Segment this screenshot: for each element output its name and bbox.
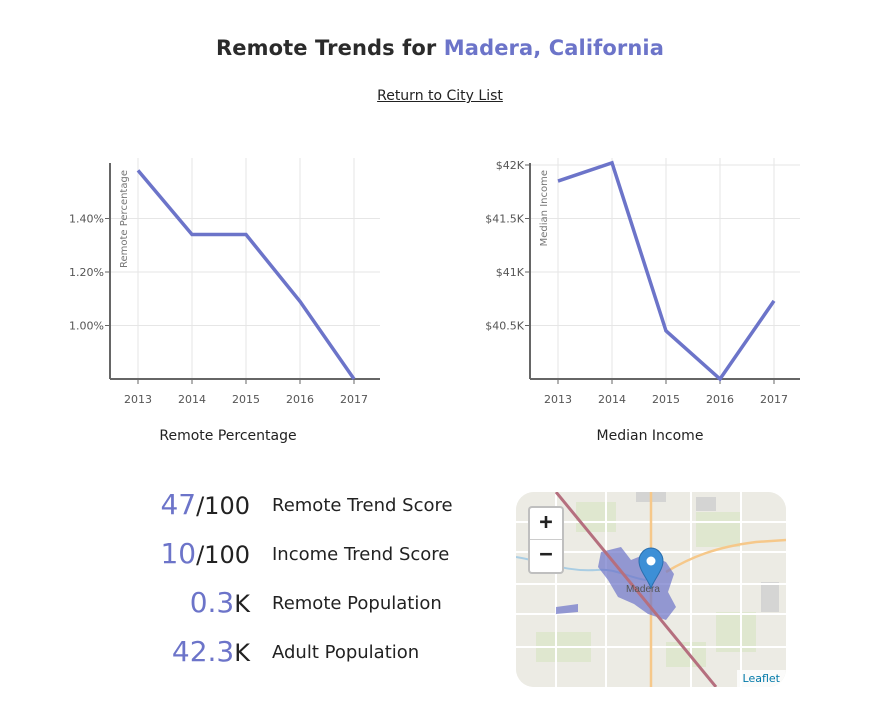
stat-suffix: K — [234, 590, 250, 618]
median-income-caption: Median Income — [596, 428, 704, 444]
stat-remote-population: 0.3K Remote Population — [140, 583, 480, 632]
remote-percentage-caption: Remote Percentage — [159, 428, 297, 444]
city-parcel — [556, 604, 578, 614]
stat-label: Adult Population — [272, 642, 420, 663]
y-tick-label: $40.5K — [485, 320, 524, 333]
return-to-city-list-link[interactable]: Return to City List — [377, 88, 503, 104]
highway-ne — [665, 538, 786, 574]
stat-remote-trend-score: 47/100 Remote Trend Score — [140, 485, 480, 534]
x-tick-label: 2016 — [706, 393, 734, 406]
location-marker-icon[interactable] — [638, 547, 664, 590]
stat-suffix: K — [234, 639, 250, 667]
page-title: Remote Trends for Madera, California — [0, 36, 880, 60]
y-axis-label: Median Income — [539, 170, 550, 246]
y-tick-label: $41.5K — [485, 213, 524, 226]
map-attribution-link[interactable]: Leaflet — [736, 670, 786, 687]
x-tick-label: 2013 — [124, 393, 152, 406]
x-tick-label: 2017 — [340, 393, 368, 406]
stat-label: Remote Trend Score — [272, 495, 453, 516]
stat-value: 47 — [160, 488, 197, 521]
remote-percentage-chart: 1.00% 1.20% 1.40% 2013 2014 2015 2016 2017 Remot… — [69, 158, 380, 406]
place-label: Madera — [626, 584, 660, 595]
stat-label: Remote Population — [272, 593, 442, 614]
median-income-chart: $40.5K $41K $41.5K $42K 2013 2014 2015 2016 2017… — [485, 158, 800, 406]
stat-value: 0.3 — [189, 586, 235, 619]
y-tick-label: 1.40% — [69, 213, 104, 226]
city-name: Madera, California — [443, 36, 664, 60]
stats-panel: 47/100 Remote Trend Score 10/100 Income … — [140, 485, 480, 681]
stat-label: Income Trend Score — [272, 544, 450, 565]
zoom-in-button[interactable]: + — [539, 510, 553, 535]
y-tick-label: 1.00% — [69, 320, 104, 333]
y-axis-label: Remote Percentage — [119, 170, 130, 268]
x-tick-label: 2015 — [232, 393, 260, 406]
stat-value: 42.3 — [171, 635, 235, 668]
zoom-out-button[interactable]: − — [530, 539, 562, 571]
x-tick-label: 2015 — [652, 393, 680, 406]
city-map[interactable]: Madera + − Leaflet — [516, 492, 786, 687]
x-tick-label: 2013 — [544, 393, 572, 406]
y-tick-label: $42K — [496, 159, 525, 172]
stat-adult-population: 42.3K Adult Population — [140, 632, 480, 681]
stat-suffix: /100 — [196, 541, 250, 569]
y-tick-label: $41K — [496, 266, 525, 279]
stat-value: 10 — [160, 537, 197, 570]
x-tick-label: 2017 — [760, 393, 788, 406]
stat-suffix: /100 — [196, 492, 250, 520]
x-tick-label: 2016 — [286, 393, 314, 406]
y-tick-label: 1.20% — [69, 266, 104, 279]
stat-income-trend-score: 10/100 Income Trend Score — [140, 534, 480, 583]
x-tick-label: 2014 — [598, 393, 626, 406]
x-tick-label: 2014 — [178, 393, 206, 406]
title-prefix: Remote Trends for — [216, 36, 437, 60]
railway — [554, 492, 718, 687]
zoom-control: + − — [528, 506, 564, 574]
